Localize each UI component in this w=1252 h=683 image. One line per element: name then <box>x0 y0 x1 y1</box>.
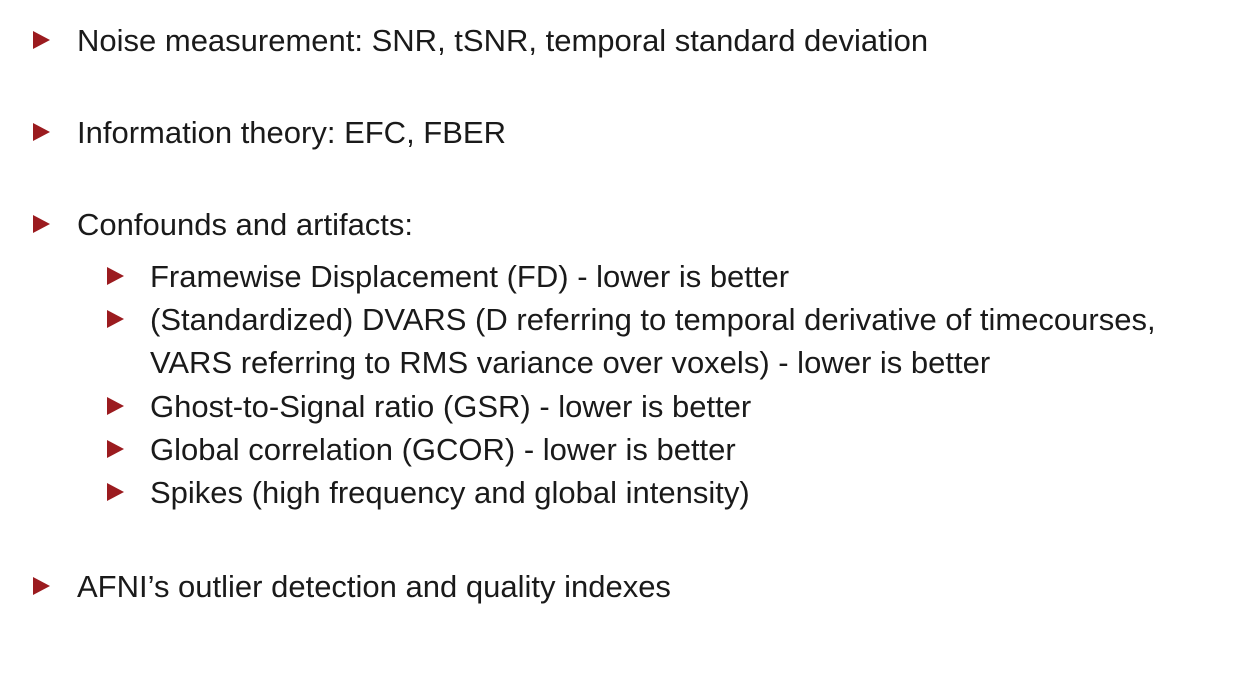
sub-bullet-text: Framewise Displacement (FD) - lower is b… <box>150 259 790 294</box>
triangle-bullet-icon <box>33 123 50 141</box>
bullet-text: Noise measurement: SNR, tSNR, temporal s… <box>77 23 929 58</box>
bullet-item: AFNI’s outlier detection and quality ind… <box>33 565 671 608</box>
triangle-bullet-icon <box>33 215 50 233</box>
bullet-text: Confounds and artifacts: <box>77 207 414 242</box>
sub-bullet-item: Framewise Displacement (FD) - lower is b… <box>107 255 789 298</box>
triangle-bullet-icon <box>107 397 124 415</box>
triangle-bullet-icon <box>107 483 124 501</box>
sub-bullet-item: Spikes (high frequency and global intens… <box>107 471 750 514</box>
sub-bullet-text: Ghost-to-Signal ratio (GSR) - lower is b… <box>150 389 752 424</box>
sub-bullet-item: Ghost-to-Signal ratio (GSR) - lower is b… <box>107 385 751 428</box>
triangle-bullet-icon <box>33 31 50 49</box>
bullet-text: Information theory: EFC, FBER <box>77 115 506 150</box>
sub-bullet-text: Global correlation (GCOR) - lower is bet… <box>150 432 736 467</box>
bullet-item: Confounds and artifacts: <box>33 203 413 246</box>
triangle-bullet-icon <box>107 440 124 458</box>
sub-bullet-text: (Standardized) DVARS (D referring to tem… <box>150 302 1156 380</box>
triangle-bullet-icon <box>107 267 124 285</box>
triangle-bullet-icon <box>107 310 124 328</box>
bullet-item: Noise measurement: SNR, tSNR, temporal s… <box>33 19 928 62</box>
sub-bullet-item: Global correlation (GCOR) - lower is bet… <box>107 428 736 471</box>
triangle-bullet-icon <box>33 577 50 595</box>
sub-bullet-item: (Standardized) DVARS (D referring to tem… <box>107 298 1230 384</box>
bullet-item: Information theory: EFC, FBER <box>33 111 506 154</box>
bullet-text: AFNI’s outlier detection and quality ind… <box>77 569 671 604</box>
sub-bullet-text: Spikes (high frequency and global intens… <box>150 475 750 510</box>
